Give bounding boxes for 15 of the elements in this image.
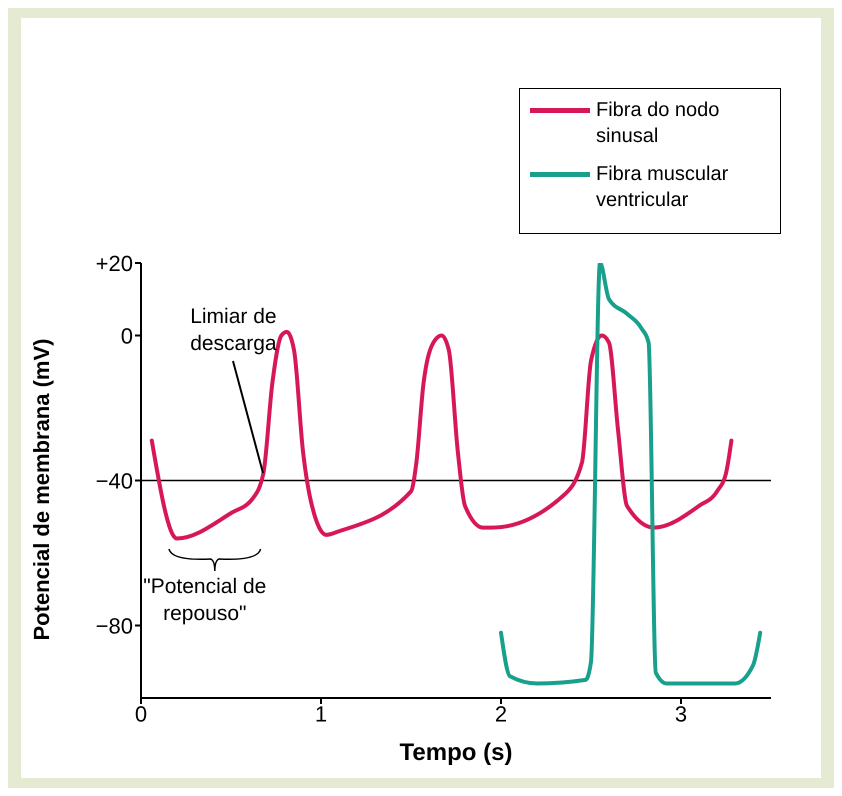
annotation: Limiar de descarga [189,304,278,358]
x-tick-label: 2 [494,702,508,727]
x-tick-label: 3 [674,702,688,727]
line-series [499,263,762,686]
legend-label: Fibra muscular ventricular [596,162,730,213]
x-tick-label: 1 [314,702,328,727]
y-tick-label: +20 [96,250,133,276]
y-tick-label: −40 [96,468,133,494]
y-tick-label: 0 [120,323,133,348]
x-axis-title: Tempo (s) [400,739,512,766]
annotation: "Potencial de repouso" [143,574,266,624]
y-axis-title: Potencial de membrana (mV) [28,338,54,640]
legend-label: Fibra do nodo sinusal [596,98,720,149]
y-tick-label: −80 [96,613,133,638]
line-series [150,330,734,540]
